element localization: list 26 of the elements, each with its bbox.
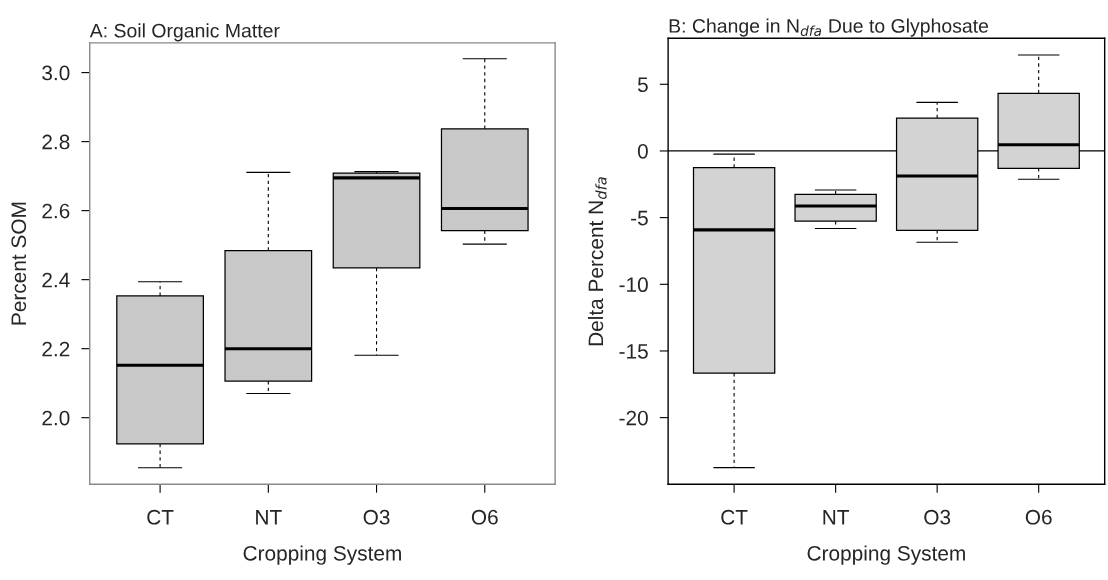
y-tick-label: -5 [631, 210, 648, 226]
chart-title: B: Change in N$_{dfa}$ Due to Glyphosate [669, 18, 989, 37]
x-tick-label: O3 [924, 509, 951, 525]
x-tick-label: O6 [471, 509, 498, 525]
y-tick-label: 5 [637, 77, 648, 93]
y-tick-label: -15 [619, 344, 648, 359]
y-tick-label: 2.0 [42, 410, 70, 426]
y-tick-label: 2.4 [42, 272, 70, 288]
y-tick-label: 0 [637, 143, 648, 159]
x-tick-label: O3 [363, 509, 390, 525]
y-tick-label: 2.6 [42, 203, 70, 219]
y-axis-title: Percent SOM [11, 202, 27, 325]
chart-title: A: Soil Organic Matter [89, 23, 280, 42]
x-tick-label: CT [721, 509, 748, 525]
y-tick-label: -20 [619, 410, 648, 426]
x-axis-title: Cropping System [243, 545, 401, 565]
y-tick-label: -10 [619, 277, 648, 293]
x-tick-label: CT [147, 509, 174, 525]
y-axis-title: Delta Percent N$_{dfa}$ [587, 177, 607, 346]
x-tick-label: NT [256, 510, 282, 525]
x-axis-title: Cropping System [807, 545, 965, 565]
x-tick-label: O6 [1025, 509, 1052, 525]
x-tick-label: NT [823, 510, 850, 525]
y-tick-label: 3.0 [42, 65, 70, 81]
y-tick-label: 2.2 [42, 341, 70, 357]
y-tick-label: 2.8 [42, 134, 70, 150]
